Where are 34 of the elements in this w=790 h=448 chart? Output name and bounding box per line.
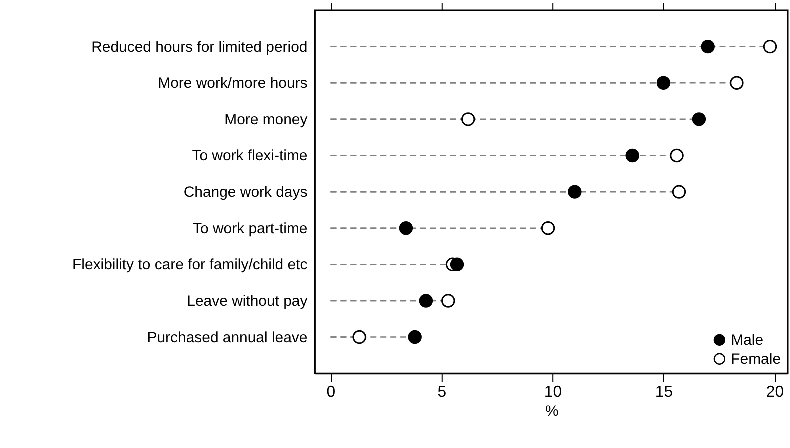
y-tick-label: To work flexi-time bbox=[192, 148, 308, 165]
x-tick-label: 5 bbox=[438, 384, 447, 402]
point bbox=[701, 40, 715, 54]
point bbox=[670, 148, 684, 163]
point bbox=[730, 76, 744, 90]
point bbox=[352, 330, 366, 344]
y-tick-label: To work part-time bbox=[193, 220, 308, 238]
x-tick-label: 15 bbox=[655, 384, 674, 402]
point bbox=[541, 222, 556, 236]
x-tick-label: 20 bbox=[766, 384, 784, 402]
y-tick-label: Leave without pay bbox=[187, 292, 308, 310]
y-tick-label: Purchased annual leave bbox=[147, 329, 308, 346]
x-tick-label: 0 bbox=[326, 384, 336, 402]
point bbox=[626, 148, 640, 163]
legend-label: Male bbox=[731, 332, 764, 350]
point bbox=[462, 112, 476, 126]
point bbox=[408, 330, 422, 344]
point bbox=[568, 185, 582, 199]
x-axis-title: % bbox=[545, 402, 559, 420]
y-tick-label: More money bbox=[224, 111, 308, 128]
x-tick-label: 10 bbox=[544, 384, 562, 402]
point bbox=[399, 222, 414, 236]
point bbox=[656, 76, 671, 90]
point bbox=[672, 185, 686, 199]
point bbox=[692, 112, 706, 126]
y-tick-label: More work/more hours bbox=[158, 75, 308, 92]
point bbox=[450, 258, 464, 272]
y-tick-label: Flexibility to care for family/child etc bbox=[72, 256, 308, 274]
y-tick-label: Reduced hours for limited period bbox=[92, 38, 308, 56]
point bbox=[763, 40, 778, 54]
point bbox=[419, 294, 434, 308]
legend-label: Female bbox=[731, 351, 782, 368]
y-tick-label: Change work days bbox=[184, 184, 308, 202]
point bbox=[442, 294, 456, 308]
